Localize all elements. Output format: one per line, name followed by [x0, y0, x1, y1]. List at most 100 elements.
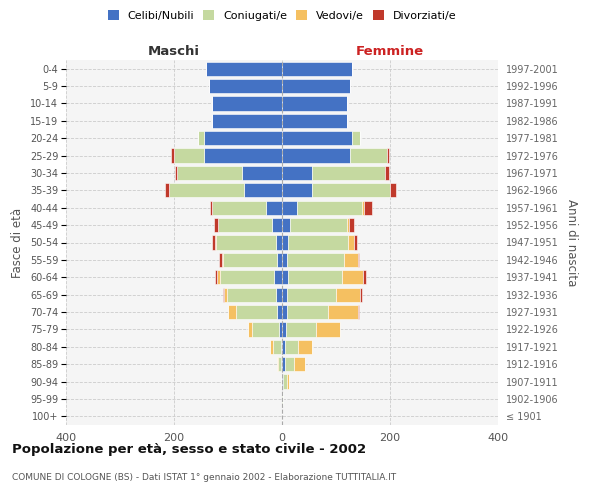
Bar [241, 166, 282, 180]
Bar [282, 305, 287, 319]
Bar [364, 200, 372, 215]
Bar [166, 183, 169, 198]
Bar [282, 96, 347, 110]
Y-axis label: Anni di nascita: Anni di nascita [565, 199, 578, 286]
Bar [277, 357, 278, 372]
Bar [217, 270, 220, 284]
Bar [282, 183, 312, 198]
Bar [198, 131, 204, 146]
Bar [209, 79, 282, 93]
Bar [287, 305, 328, 319]
Legend: Celibi/Nubili, Coniugati/e, Vedovi/e, Divorziati/e: Celibi/Nubili, Coniugati/e, Vedovi/e, Di… [106, 8, 458, 23]
Bar [344, 253, 358, 267]
Bar [275, 236, 282, 250]
Bar [282, 357, 285, 372]
Bar [297, 200, 362, 215]
Bar [282, 374, 283, 388]
Bar [347, 218, 349, 232]
Bar [287, 253, 344, 267]
Bar [273, 340, 281, 354]
Bar [285, 340, 298, 354]
Bar [204, 131, 282, 146]
Bar [244, 183, 282, 198]
Bar [282, 322, 286, 336]
Bar [176, 166, 241, 180]
Bar [223, 288, 224, 302]
Bar [385, 166, 389, 180]
Bar [363, 270, 366, 284]
Bar [348, 236, 355, 250]
Bar [212, 200, 266, 215]
Bar [362, 200, 364, 215]
Bar [285, 357, 295, 372]
Bar [282, 340, 285, 354]
Bar [206, 62, 282, 76]
Bar [282, 253, 287, 267]
Bar [270, 340, 273, 354]
Bar [287, 374, 289, 388]
Bar [282, 270, 289, 284]
Text: Femmine: Femmine [356, 46, 424, 59]
Bar [212, 236, 215, 250]
Bar [278, 357, 281, 372]
Bar [289, 270, 343, 284]
Bar [287, 288, 336, 302]
Bar [282, 79, 349, 93]
Bar [221, 253, 223, 267]
Bar [280, 322, 282, 336]
Bar [172, 148, 174, 162]
Bar [248, 322, 253, 336]
Bar [218, 218, 272, 232]
Bar [277, 253, 282, 267]
Bar [336, 288, 360, 302]
Bar [212, 96, 282, 110]
Bar [283, 374, 287, 388]
Bar [349, 148, 388, 162]
Bar [295, 357, 305, 372]
Bar [282, 200, 297, 215]
Bar [210, 200, 212, 215]
Bar [390, 183, 397, 198]
Bar [224, 288, 227, 302]
Bar [360, 288, 362, 302]
Bar [223, 253, 277, 267]
Bar [290, 218, 347, 232]
Bar [274, 270, 282, 284]
Bar [355, 236, 357, 250]
Bar [312, 166, 385, 180]
Bar [282, 114, 347, 128]
Bar [175, 166, 176, 180]
Bar [281, 357, 282, 372]
Bar [358, 305, 359, 319]
Bar [282, 131, 352, 146]
Bar [282, 62, 352, 76]
Bar [275, 288, 282, 302]
Y-axis label: Fasce di età: Fasce di età [11, 208, 25, 278]
Bar [312, 183, 390, 198]
Bar [228, 305, 236, 319]
Bar [282, 236, 289, 250]
Bar [282, 166, 312, 180]
Bar [388, 148, 389, 162]
Bar [220, 270, 274, 284]
Bar [227, 288, 275, 302]
Bar [216, 236, 275, 250]
Bar [281, 374, 282, 388]
Bar [328, 305, 358, 319]
Bar [352, 131, 360, 146]
Bar [289, 236, 348, 250]
Bar [298, 340, 312, 354]
Bar [282, 392, 283, 406]
Bar [343, 270, 363, 284]
Bar [281, 340, 282, 354]
Bar [349, 218, 355, 232]
Bar [212, 114, 282, 128]
Bar [214, 218, 218, 232]
Bar [266, 200, 282, 215]
Bar [253, 322, 280, 336]
Bar [215, 236, 216, 250]
Text: Maschi: Maschi [148, 46, 200, 59]
Bar [277, 305, 282, 319]
Bar [316, 322, 340, 336]
Bar [272, 218, 282, 232]
